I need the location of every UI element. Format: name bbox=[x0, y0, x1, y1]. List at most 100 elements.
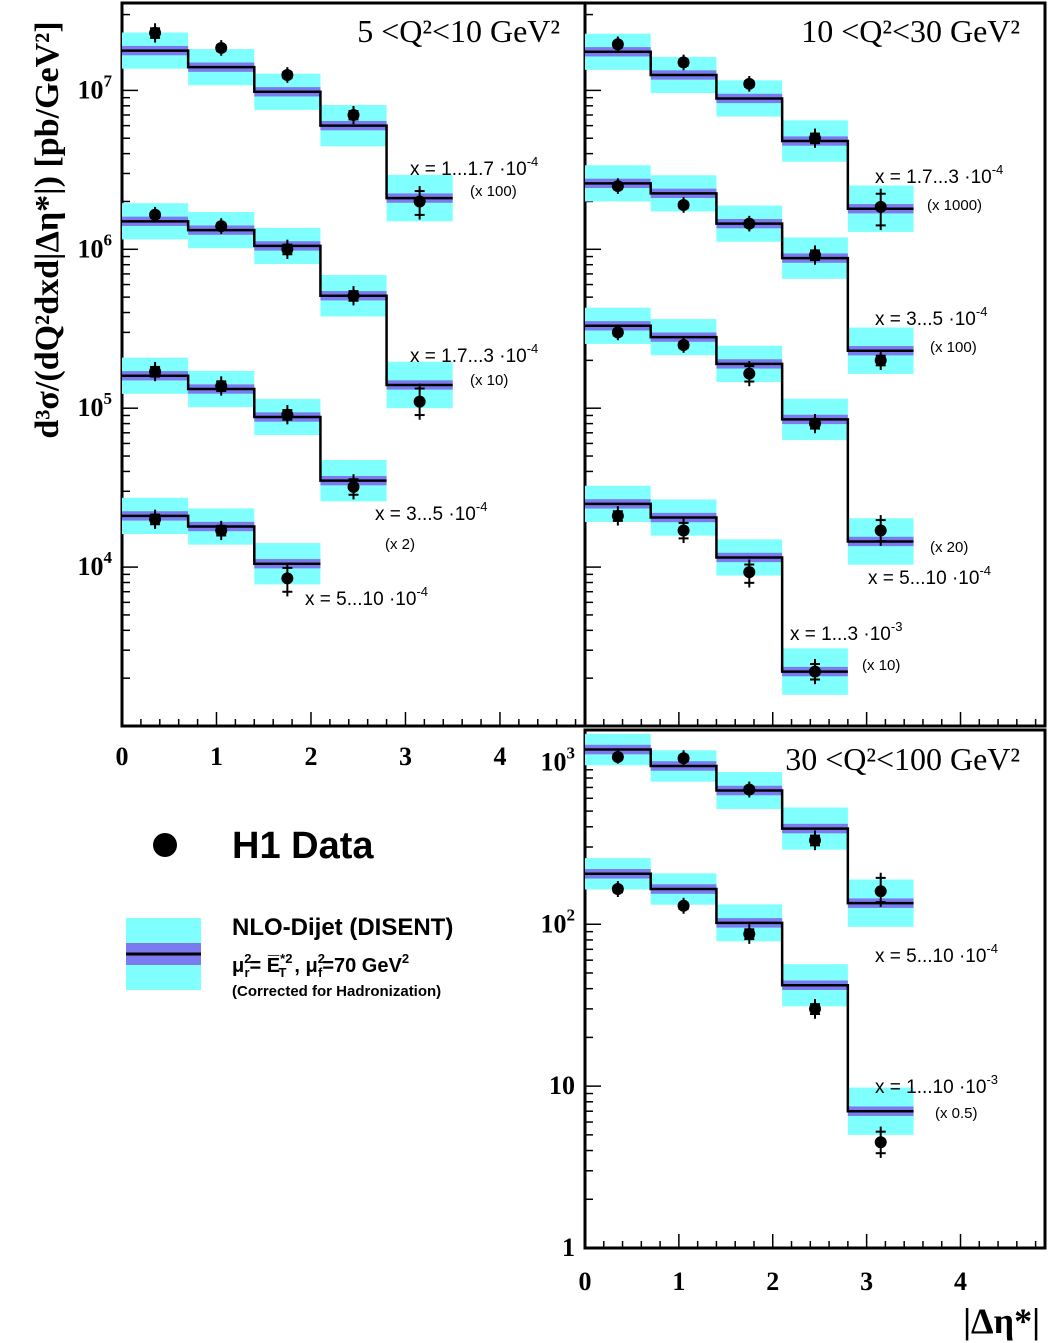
nlo-step-line bbox=[585, 502, 848, 673]
legend-sub: f bbox=[318, 965, 323, 980]
x-tick-label: 0 bbox=[116, 742, 129, 771]
panel-title: 5 <Q²<10 GeV² bbox=[357, 13, 560, 49]
data-point bbox=[281, 243, 294, 256]
data-point bbox=[743, 928, 756, 941]
panel-title: 30 <Q²<100 GeV² bbox=[785, 741, 1020, 777]
legend-sup: 2 bbox=[244, 951, 251, 966]
legend-eq: = bbox=[250, 955, 267, 977]
data-point bbox=[347, 289, 360, 302]
panel-title: 10 <Q²<30 GeV² bbox=[801, 13, 1020, 49]
series-label-text: x = 5...10 ·10 bbox=[305, 589, 416, 610]
x-tick-label: 4 bbox=[493, 742, 506, 771]
series-label-exp: -4 bbox=[976, 304, 988, 319]
series-0: x = 1...1.7 ·10-4 (x 100) bbox=[122, 23, 538, 222]
x-tick-label: 1 bbox=[672, 1267, 685, 1296]
series-label-exp: -3 bbox=[891, 619, 903, 634]
y-tick-label-exp: 5 bbox=[104, 389, 113, 408]
legend-sup: 2 bbox=[402, 951, 409, 966]
y-tick-label: 105 bbox=[78, 389, 113, 422]
series-label-exp: -4 bbox=[527, 154, 539, 169]
panel-frame bbox=[583, 1, 1047, 728]
legend-nlo-note: (Corrected for Hadronization) bbox=[232, 983, 441, 1000]
series-label-exp: -4 bbox=[979, 563, 991, 578]
data-point bbox=[281, 68, 294, 81]
y-tick-label-exp: 2 bbox=[567, 905, 576, 924]
y-tick-label-base: 10 bbox=[78, 393, 104, 422]
data-point bbox=[743, 77, 756, 90]
nlo-step-line bbox=[122, 49, 453, 200]
data-point bbox=[677, 752, 690, 765]
series-label: x = 1...1.7 ·10-4 bbox=[410, 154, 538, 180]
nlo-step-line bbox=[585, 50, 914, 210]
series-label-exp: -4 bbox=[476, 499, 488, 514]
data-point bbox=[874, 885, 887, 898]
data-point bbox=[347, 480, 360, 493]
data-point bbox=[809, 132, 821, 145]
data-point bbox=[611, 38, 624, 51]
x-tick-label: 3 bbox=[399, 742, 412, 771]
data-point bbox=[215, 220, 228, 233]
data-point bbox=[611, 180, 624, 193]
y-axis-title: d³σ/(dQ²dxd|Δη*|) [pb/GeV²] bbox=[29, 21, 66, 438]
series-label-exp: -4 bbox=[416, 584, 428, 599]
data-point bbox=[677, 338, 690, 351]
series-label-exp: -4 bbox=[986, 941, 998, 956]
x-tick-label: 2 bbox=[304, 742, 317, 771]
data-point bbox=[149, 365, 162, 378]
data-point bbox=[809, 1002, 821, 1015]
y-tick-label-base: 10 bbox=[541, 909, 567, 938]
series-3: x = 5...10 ·10-4 bbox=[122, 497, 428, 610]
series-label-exp: -4 bbox=[992, 162, 1004, 177]
series-label-text: x = 1...1.7 ·10 bbox=[410, 159, 527, 180]
data-point bbox=[874, 524, 887, 537]
y-tick-label-exp: 3 bbox=[567, 743, 576, 762]
series-label-exp: -4 bbox=[527, 341, 539, 356]
series-scale-factor: (x 100) bbox=[470, 183, 517, 200]
series-label: x = 5...10 ·10-4 bbox=[875, 941, 998, 967]
series-2: x = 5...10 ·10-4(x 20) bbox=[585, 307, 991, 589]
y-tick-label-exp: 4 bbox=[104, 548, 113, 567]
y-tick-label: 103 bbox=[541, 743, 576, 776]
y-tick-label-exp: 7 bbox=[104, 71, 113, 90]
series-label-text: x = 1.7...3 ·10 bbox=[875, 167, 992, 188]
series-label: x = 1...3 ·10-3 bbox=[790, 619, 902, 645]
y-tick-label-base: 10 bbox=[541, 747, 567, 776]
legend-sub: T bbox=[278, 965, 286, 980]
series-label-text: x = 1...3 ·10 bbox=[790, 624, 891, 645]
y-tick-label-base: 10 bbox=[78, 75, 104, 104]
x-tick-label: 0 bbox=[579, 1267, 592, 1296]
data-point bbox=[149, 208, 162, 221]
legend-mu2: , μ bbox=[294, 955, 317, 977]
y-tick-label: 102 bbox=[541, 905, 576, 938]
x-tick-label: 3 bbox=[860, 1267, 873, 1296]
series-label-text: x = 3...5 ·10 bbox=[875, 309, 976, 330]
series-scale-factor: (x 10) bbox=[470, 372, 508, 389]
series-label-text: x = 1...10 ·10 bbox=[875, 1077, 986, 1098]
x-tick-label: 2 bbox=[766, 1267, 779, 1296]
nlo-step-line bbox=[585, 872, 914, 1113]
y-tick-label: 106 bbox=[78, 230, 113, 263]
data-point bbox=[611, 750, 624, 763]
data-point bbox=[874, 1136, 887, 1149]
series-label: x = 1...10 ·10-3 bbox=[875, 1072, 998, 1098]
data-point bbox=[413, 395, 426, 408]
x-tick-label: 4 bbox=[954, 1267, 967, 1296]
legend-et: E̅ bbox=[267, 955, 280, 977]
data-point bbox=[215, 524, 228, 537]
nlo-step-line bbox=[122, 374, 387, 482]
series-scale-factor: (x 0.5) bbox=[935, 1105, 978, 1122]
legend-sup: *2 bbox=[280, 951, 292, 966]
series-1: x = 1.7...3 ·10-4 (x 10) bbox=[122, 203, 538, 420]
data-point bbox=[809, 417, 821, 430]
series-label: x = 3...5 ·10-4 bbox=[875, 304, 987, 330]
y-tick-label-exp: 6 bbox=[104, 230, 113, 249]
legend-nlo-scales: μ2 r= E̅*2 T, μ2 f=70 GeV2 bbox=[232, 951, 409, 980]
data-point bbox=[281, 408, 294, 421]
data-point bbox=[677, 199, 690, 212]
data-point bbox=[874, 200, 887, 213]
series-label-text: x = 1.7...3 ·10 bbox=[410, 346, 527, 367]
y-tick-label-base: 10 bbox=[549, 1071, 575, 1100]
